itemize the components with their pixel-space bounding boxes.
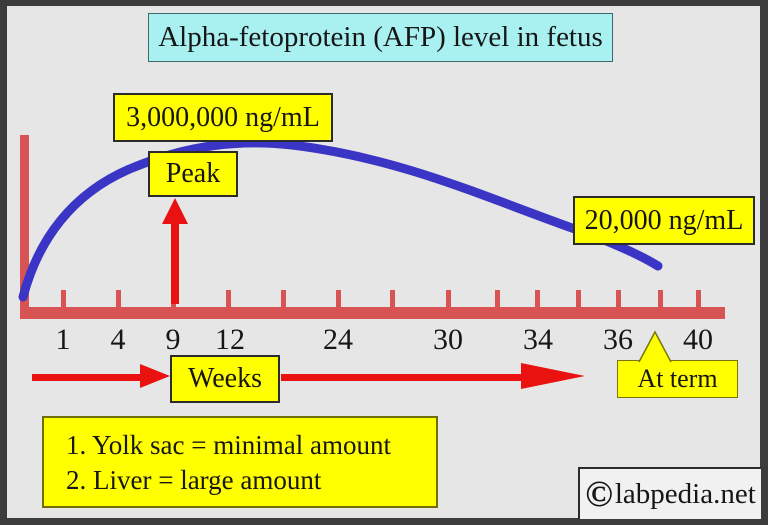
axis-tick-label: 4 xyxy=(110,323,126,356)
axis-tick xyxy=(616,290,621,310)
axis-tick-label: 24 xyxy=(323,323,353,356)
copyright-icon: © xyxy=(585,473,613,515)
axis-tick xyxy=(535,290,540,310)
axis-tick xyxy=(658,290,663,310)
notes-box: 1. Yolk sac = minimal amount 2. Liver = … xyxy=(42,416,438,508)
axis-tick xyxy=(576,290,581,310)
axis-tick-label: 40 xyxy=(683,323,713,356)
axis-tick xyxy=(226,290,231,310)
axis-tick xyxy=(696,290,701,310)
axis-tick xyxy=(281,290,286,310)
axis-tick-label: 1 xyxy=(55,323,71,356)
weeks-arrow-left-head-icon xyxy=(140,364,170,388)
x-axis xyxy=(20,307,725,319)
chart-title: Alpha-fetoprotein (AFP) level in fetus xyxy=(148,13,613,62)
axis-tick-label: 12 xyxy=(215,323,245,356)
axis-tick-label: 36 xyxy=(603,323,633,356)
at-term-pointer-icon xyxy=(638,330,672,363)
note-line-1: 1. Yolk sac = minimal amount xyxy=(66,430,391,460)
peak-label-callout: Peak xyxy=(148,151,238,197)
peak-arrow-shaft xyxy=(171,222,179,304)
copyright-badge: © labpedia.net xyxy=(578,467,761,519)
axis-tick-label: 9 xyxy=(165,323,181,356)
weeks-arrow-left-shaft xyxy=(32,374,140,381)
axis-tick xyxy=(61,290,66,310)
y-axis xyxy=(20,135,29,318)
peak-value-callout: 3,000,000 ng/mL xyxy=(113,93,333,142)
axis-tick xyxy=(116,290,121,310)
weeks-label-box: Weeks xyxy=(170,355,280,403)
peak-arrow-head-icon xyxy=(162,198,188,224)
copyright-text: labpedia.net xyxy=(614,477,756,510)
axis-tick xyxy=(446,290,451,310)
axis-tick-label: 30 xyxy=(433,323,463,356)
axis-tick-label: 34 xyxy=(523,323,553,356)
axis-tick xyxy=(390,290,395,310)
at-term-callout: At term xyxy=(617,360,738,398)
weeks-arrow-right-shaft xyxy=(281,374,521,381)
term-value-callout: 20,000 ng/mL xyxy=(573,196,755,245)
note-line-2: 2. Liver = large amount xyxy=(66,465,322,495)
weeks-arrow-right-head-icon xyxy=(521,363,585,389)
axis-tick xyxy=(495,290,500,310)
axis-tick xyxy=(336,290,341,310)
